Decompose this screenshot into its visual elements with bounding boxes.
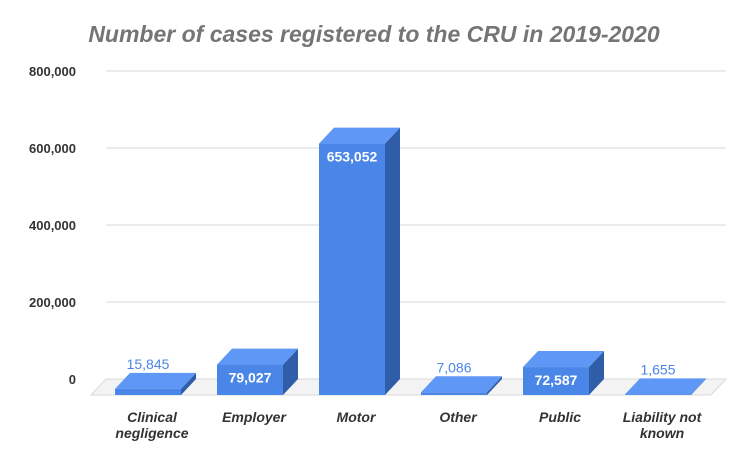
y-tick-label: 800,000: [29, 64, 76, 79]
y-axis-ticks: 0 200,000 400,000 600,000 800,000: [29, 64, 76, 387]
data-label: 7,086: [436, 359, 471, 375]
bar: [625, 378, 706, 395]
bar-side: [487, 376, 502, 395]
x-tick-label: Motor: [337, 409, 377, 425]
x-tick-label: Liability not known: [623, 409, 703, 441]
data-label: 1,655: [640, 361, 675, 377]
bar: [421, 376, 502, 395]
bar: [217, 348, 298, 395]
y-tick-label: 0: [69, 372, 76, 387]
bar-top: [115, 372, 196, 389]
bar: [319, 127, 400, 395]
data-label: 15,845: [127, 356, 170, 372]
bar-top: [319, 127, 400, 144]
data-label: 653,052: [327, 149, 378, 165]
bar-side: [181, 372, 196, 395]
y-tick-label: 200,000: [29, 295, 76, 310]
y-tick-label: 600,000: [29, 141, 76, 156]
x-tick-label: Public: [539, 409, 581, 425]
bar-side: [385, 127, 400, 395]
x-tick-label: Employer: [222, 409, 287, 425]
x-tick-label: Other: [439, 409, 478, 425]
bar-side: [589, 351, 604, 395]
bar-front: [523, 367, 589, 395]
data-label: 79,027: [229, 370, 272, 386]
bar-top: [217, 348, 298, 365]
x-axis-ticks: Clinical negligence Employer Motor Other Publ…: [115, 409, 702, 441]
bar-top: [421, 376, 502, 393]
chart-title: Number of cases registered to the CRU in…: [88, 21, 660, 47]
bar-top: [523, 351, 604, 368]
bar-side: [691, 378, 706, 395]
bar-top: [625, 378, 706, 395]
bar-front: [625, 394, 691, 395]
bars: 15,845 79,027 653,052 7,086 72,587 1,655: [115, 127, 706, 395]
bar: [523, 351, 604, 395]
bar-front: [217, 364, 283, 395]
data-label: 72,587: [535, 372, 578, 388]
bar: [115, 372, 196, 395]
bar-front: [421, 392, 487, 395]
bar-front: [319, 143, 385, 395]
gridlines: [89, 70, 728, 396]
y-tick-label: 400,000: [29, 218, 76, 233]
bar-side: [283, 348, 298, 395]
x-tick-label: Clinical negligence: [115, 409, 188, 441]
bar-front: [115, 388, 181, 395]
